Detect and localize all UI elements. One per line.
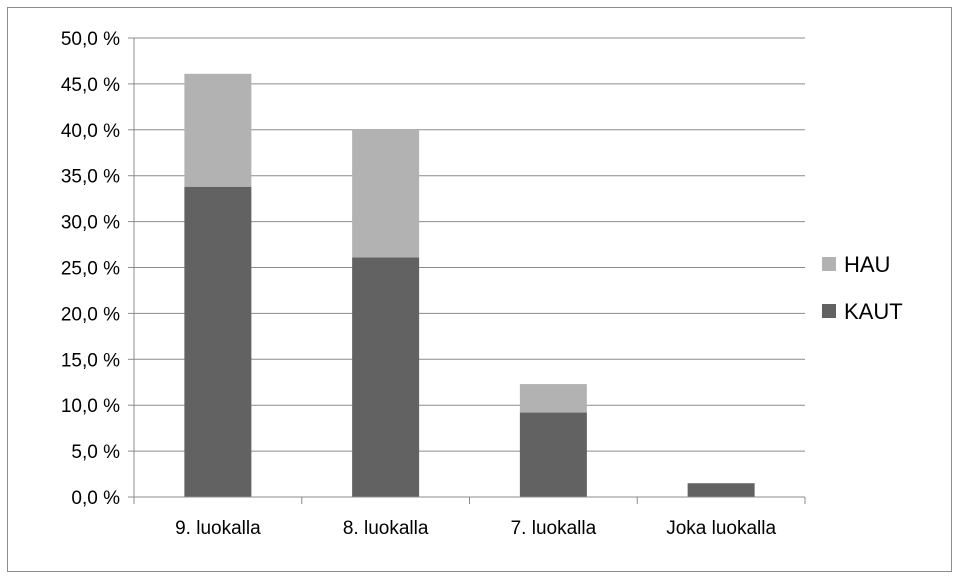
- bar-kaut: [519, 412, 587, 497]
- legend-swatch: [822, 257, 836, 271]
- y-tick-label: 0,0 %: [71, 488, 120, 509]
- y-tick-label: 15,0 %: [61, 350, 120, 371]
- bar-hau: [352, 129, 420, 258]
- bar-hau: [184, 73, 252, 187]
- y-tick-label: 20,0 %: [61, 304, 120, 325]
- category-label: 8. luokalla: [343, 518, 429, 539]
- category-label: 7. luokalla: [511, 518, 597, 539]
- y-tick-label: 30,0 %: [61, 213, 120, 234]
- axes: [128, 37, 806, 504]
- y-tick-label: 40,0 %: [61, 121, 120, 142]
- legend-label: HAU: [844, 252, 890, 277]
- category-label: Joka luokalla: [666, 518, 776, 539]
- category-labels: 9. luokalla 8. luokalla 7. luokalla Joka lu…: [175, 518, 776, 539]
- y-tick-label: 50,0 %: [61, 29, 120, 50]
- bar-kaut: [352, 257, 420, 497]
- legend-swatch: [822, 304, 836, 318]
- chart-frame: [7, 7, 952, 572]
- category-label: 9. luokalla: [175, 518, 261, 539]
- bar-hau: [519, 384, 587, 413]
- y-tick-label: 5,0 %: [71, 442, 120, 463]
- bars: [184, 73, 755, 497]
- legend-label: KAUT: [844, 299, 903, 324]
- y-tick-label: 10,0 %: [61, 396, 120, 417]
- bar-kaut: [687, 483, 755, 497]
- y-tick-label: 35,0 %: [61, 167, 120, 188]
- legend: HAU KAUT: [822, 252, 903, 324]
- bar-kaut: [184, 186, 252, 497]
- y-tick-label: 25,0 %: [61, 259, 120, 280]
- y-tick-label: 45,0 %: [61, 75, 120, 96]
- y-tick-labels: 0,0 % 5,0 % 10,0 % 15,0 % 20,0 % 25,0 % 30,0 %…: [61, 29, 120, 509]
